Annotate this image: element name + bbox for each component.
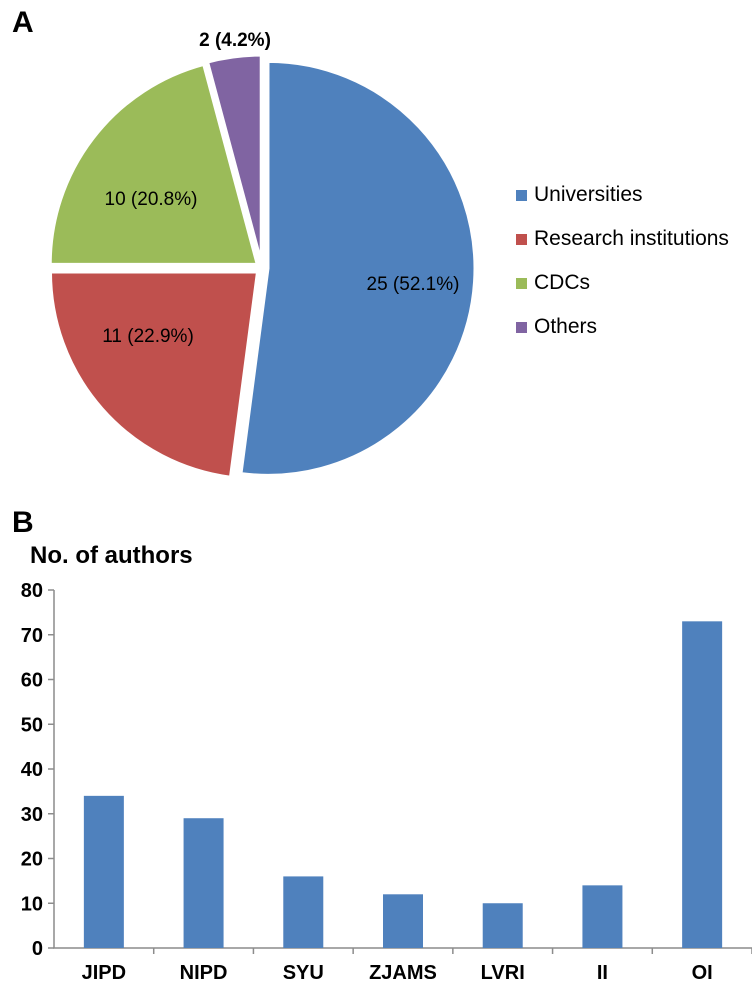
legend-item-cdcs: CDCs [516,261,729,305]
pie-data-label-cdcs: 10 (20.8%) [105,189,198,210]
legend-item-universities: Universities [516,173,729,217]
legend-swatch [516,321,527,333]
legend-label: Universities [534,183,643,206]
x-tick-label: OI [692,962,713,983]
pie-slice-cdcs [48,62,260,266]
pie-data-label-universities: 25 (52.1%) [367,274,460,295]
bar-ii [582,885,623,948]
legend-swatch [516,233,527,245]
panel-b-label: B [12,506,34,539]
pie-data-label-research-institutions: 11 (22.9%) [102,326,194,347]
bar-lvri [482,903,523,948]
bar-jipd [83,795,124,948]
x-tick-label: II [597,962,608,983]
bar-syu [283,876,324,948]
bar-nipd [183,818,224,948]
pie-chart: 25 (52.1%) 11 (22.9%) 10 (20.8%) 2 (4.2%) [48,30,477,479]
legend-label: Others [534,315,598,338]
pie-data-label-others: 2 (4.2%) [199,30,271,51]
y-tick-label: 70 [21,625,43,647]
bar-zjams [383,894,423,948]
y-tick-label: 50 [21,714,43,736]
bar-chart: 0 10 20 30 40 50 60 70 80 JIPD NIPD SYU ZJAMS LVRI II O… [21,580,752,983]
legend-item-others: Others [516,305,729,349]
pie-legend: Universities Research institutions CDCs Oth… [516,173,729,349]
x-tick-label: JIPD [82,962,126,983]
y-tick-label: 80 [21,580,43,602]
y-tick-label: 40 [21,759,43,781]
legend-label: CDCs [534,271,590,294]
pie-slice-others [205,53,263,263]
y-tick-label: 10 [21,893,43,915]
legend-label: Research institutions [534,227,729,250]
x-tick-label: NIPD [180,962,228,983]
x-tick-label: LVRI [481,962,525,983]
legend-swatch [516,277,527,289]
x-tick-label: ZJAMS [369,962,437,983]
pie-slice-universities [239,59,477,477]
x-tick-label: SYU [283,962,324,983]
pie-slice-research-institutions [48,270,260,479]
y-tick-label: 0 [32,938,43,960]
panel-a-label: A [12,6,34,39]
legend-swatch [516,189,527,201]
y-tick-label: 20 [21,849,43,871]
y-axis-label: No. of authors [30,542,193,569]
y-tick-label: 30 [21,804,43,826]
legend-item-research-institutions: Research institutions [516,217,729,261]
bar-oi [682,621,723,948]
y-tick-label: 60 [21,670,43,692]
